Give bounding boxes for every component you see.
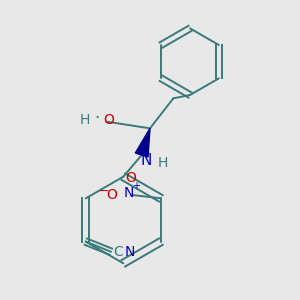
Text: H: H (80, 113, 90, 127)
Text: C: C (113, 245, 123, 259)
Text: N: N (141, 154, 152, 169)
Text: N: N (124, 186, 134, 200)
Text: O: O (125, 171, 136, 185)
Text: ·: · (94, 109, 99, 127)
Text: O: O (106, 188, 117, 202)
Polygon shape (135, 128, 150, 157)
Text: +: + (133, 181, 140, 191)
Text: O: O (103, 113, 114, 127)
Text: N: N (125, 245, 135, 259)
Text: H: H (157, 156, 167, 170)
Text: −: − (99, 185, 110, 198)
